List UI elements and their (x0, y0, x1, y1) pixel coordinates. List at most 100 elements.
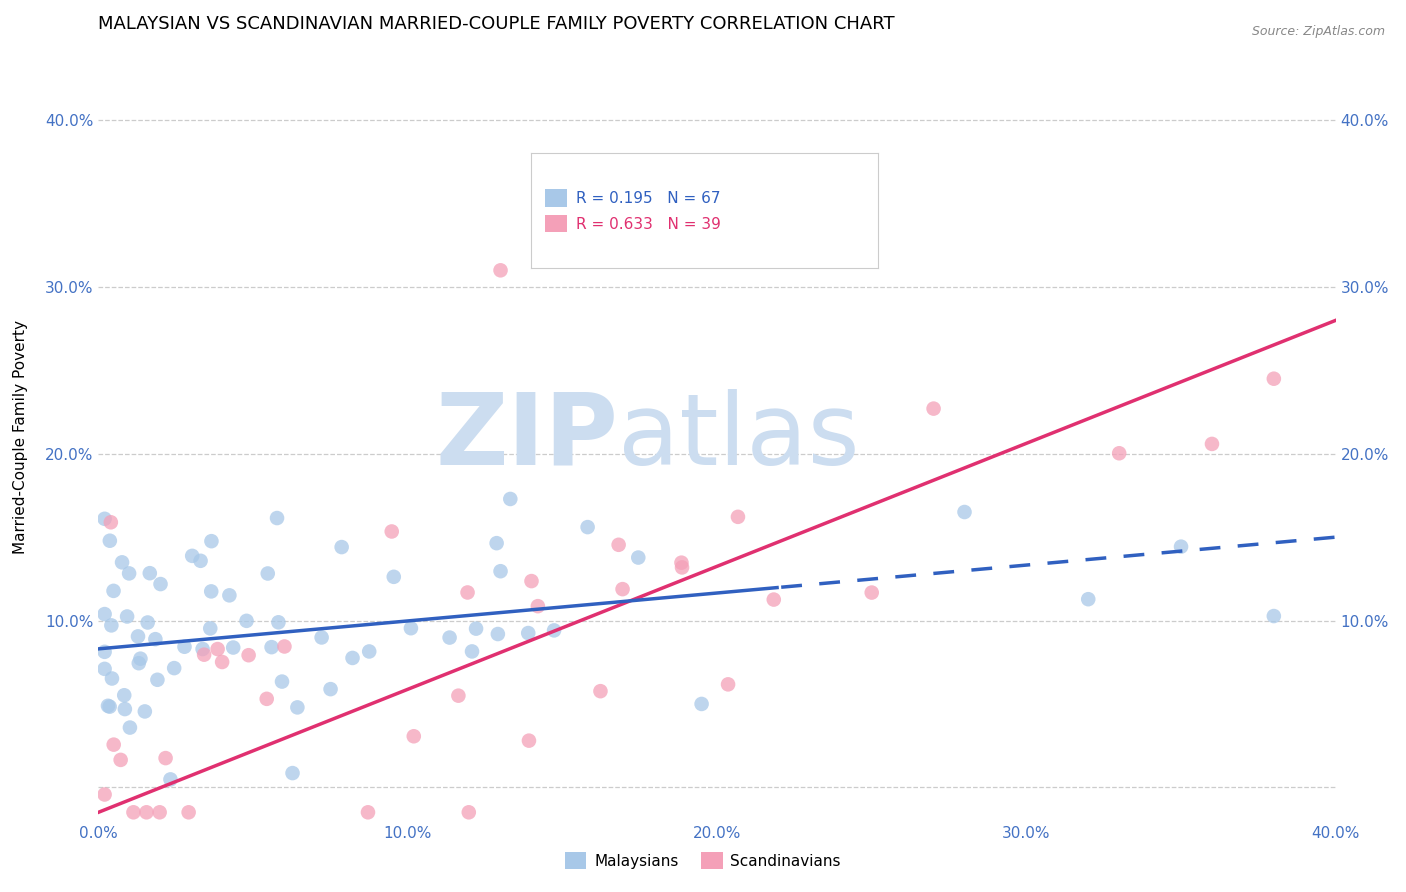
Point (193, 648, 215, 662)
Point (181, 549, 204, 563)
Point (127, 629, 149, 643)
Point (382, 570, 405, 584)
Point (1201, 437, 1223, 451)
Point (190, 554, 212, 568)
Y-axis label: Married-Couple Family Poverty: Married-Couple Family Poverty (14, 320, 28, 554)
Point (727, 509, 749, 524)
Point (922, 401, 945, 416)
Point (211, 655, 233, 669)
Point (115, 609, 138, 624)
Point (457, 585, 479, 599)
Point (311, 631, 333, 645)
Point (100, 516, 122, 530)
Point (235, 614, 257, 628)
Point (627, 550, 650, 565)
Point (98, 533, 121, 548)
Point (527, 599, 550, 614)
Point (953, 505, 976, 519)
Point (330, 540, 353, 554)
Point (139, 566, 162, 581)
Point (402, 729, 425, 743)
Point (98, 699, 121, 714)
Text: MALAYSIAN VS SCANDINAVIAN MARRIED-COUPLE FAMILY POVERTY CORRELATION CHART: MALAYSIAN VS SCANDINAVIAN MARRIED-COUPLE… (98, 14, 896, 32)
Point (118, 721, 141, 735)
Point (93, 788, 115, 802)
Point (93, 662, 115, 676)
Point (359, 644, 381, 658)
Point (191, 642, 214, 657)
Point (690, 697, 713, 711)
Point (238, 648, 260, 663)
Point (93, 645, 115, 659)
Point (717, 677, 740, 691)
Point (163, 661, 186, 675)
Point (101, 672, 124, 686)
Point (517, 733, 540, 747)
Point (273, 640, 295, 654)
Point (607, 538, 630, 552)
Point (207, 642, 229, 657)
Point (267, 615, 290, 630)
Point (97, 698, 120, 713)
Point (589, 684, 612, 698)
Point (543, 624, 565, 638)
Point (149, 805, 172, 820)
Point (461, 644, 484, 658)
Point (576, 520, 599, 534)
Point (287, 700, 309, 714)
Point (222, 640, 245, 655)
Point (399, 621, 422, 635)
Point (118, 566, 141, 581)
Point (671, 556, 693, 570)
Point (93, 607, 115, 621)
Point (281, 766, 304, 780)
Point (266, 511, 288, 525)
Point (486, 627, 509, 641)
Point (1170, 540, 1192, 554)
Point (1263, 609, 1285, 624)
Text: Source: ZipAtlas.com: Source: ZipAtlas.com (1251, 25, 1385, 38)
Point (149, 577, 172, 591)
Point (200, 584, 222, 599)
Point (200, 621, 222, 635)
Point (145, 632, 167, 647)
Point (146, 673, 169, 687)
Point (103, 583, 125, 598)
Point (1263, 372, 1285, 386)
Point (110, 753, 132, 767)
Point (671, 560, 693, 574)
Point (271, 674, 294, 689)
Point (256, 566, 278, 581)
Point (159, 772, 181, 787)
Point (128, 656, 150, 670)
Point (200, 534, 222, 549)
Point (93, 512, 115, 526)
Point (256, 691, 278, 706)
Point (112, 688, 135, 702)
Point (103, 738, 125, 752)
Point (439, 631, 461, 645)
Point (457, 805, 479, 820)
Point (1108, 446, 1130, 460)
Legend: Malaysians, Scandinavians: Malaysians, Scandinavians (560, 846, 846, 875)
Point (1077, 592, 1099, 607)
Point (135, 805, 157, 820)
Point (485, 536, 508, 550)
Point (489, 263, 512, 277)
Point (357, 805, 380, 820)
Point (860, 585, 883, 599)
Point (260, 640, 283, 654)
Point (173, 640, 195, 654)
Point (122, 805, 145, 820)
Text: atlas: atlas (619, 389, 859, 485)
Point (612, 582, 634, 596)
Point (447, 689, 470, 703)
Point (319, 682, 342, 697)
Point (465, 622, 488, 636)
Text: ZIP: ZIP (436, 389, 619, 485)
Point (517, 626, 540, 640)
Point (111, 555, 134, 569)
Point (342, 651, 364, 665)
Point (114, 702, 136, 716)
Point (499, 491, 522, 506)
